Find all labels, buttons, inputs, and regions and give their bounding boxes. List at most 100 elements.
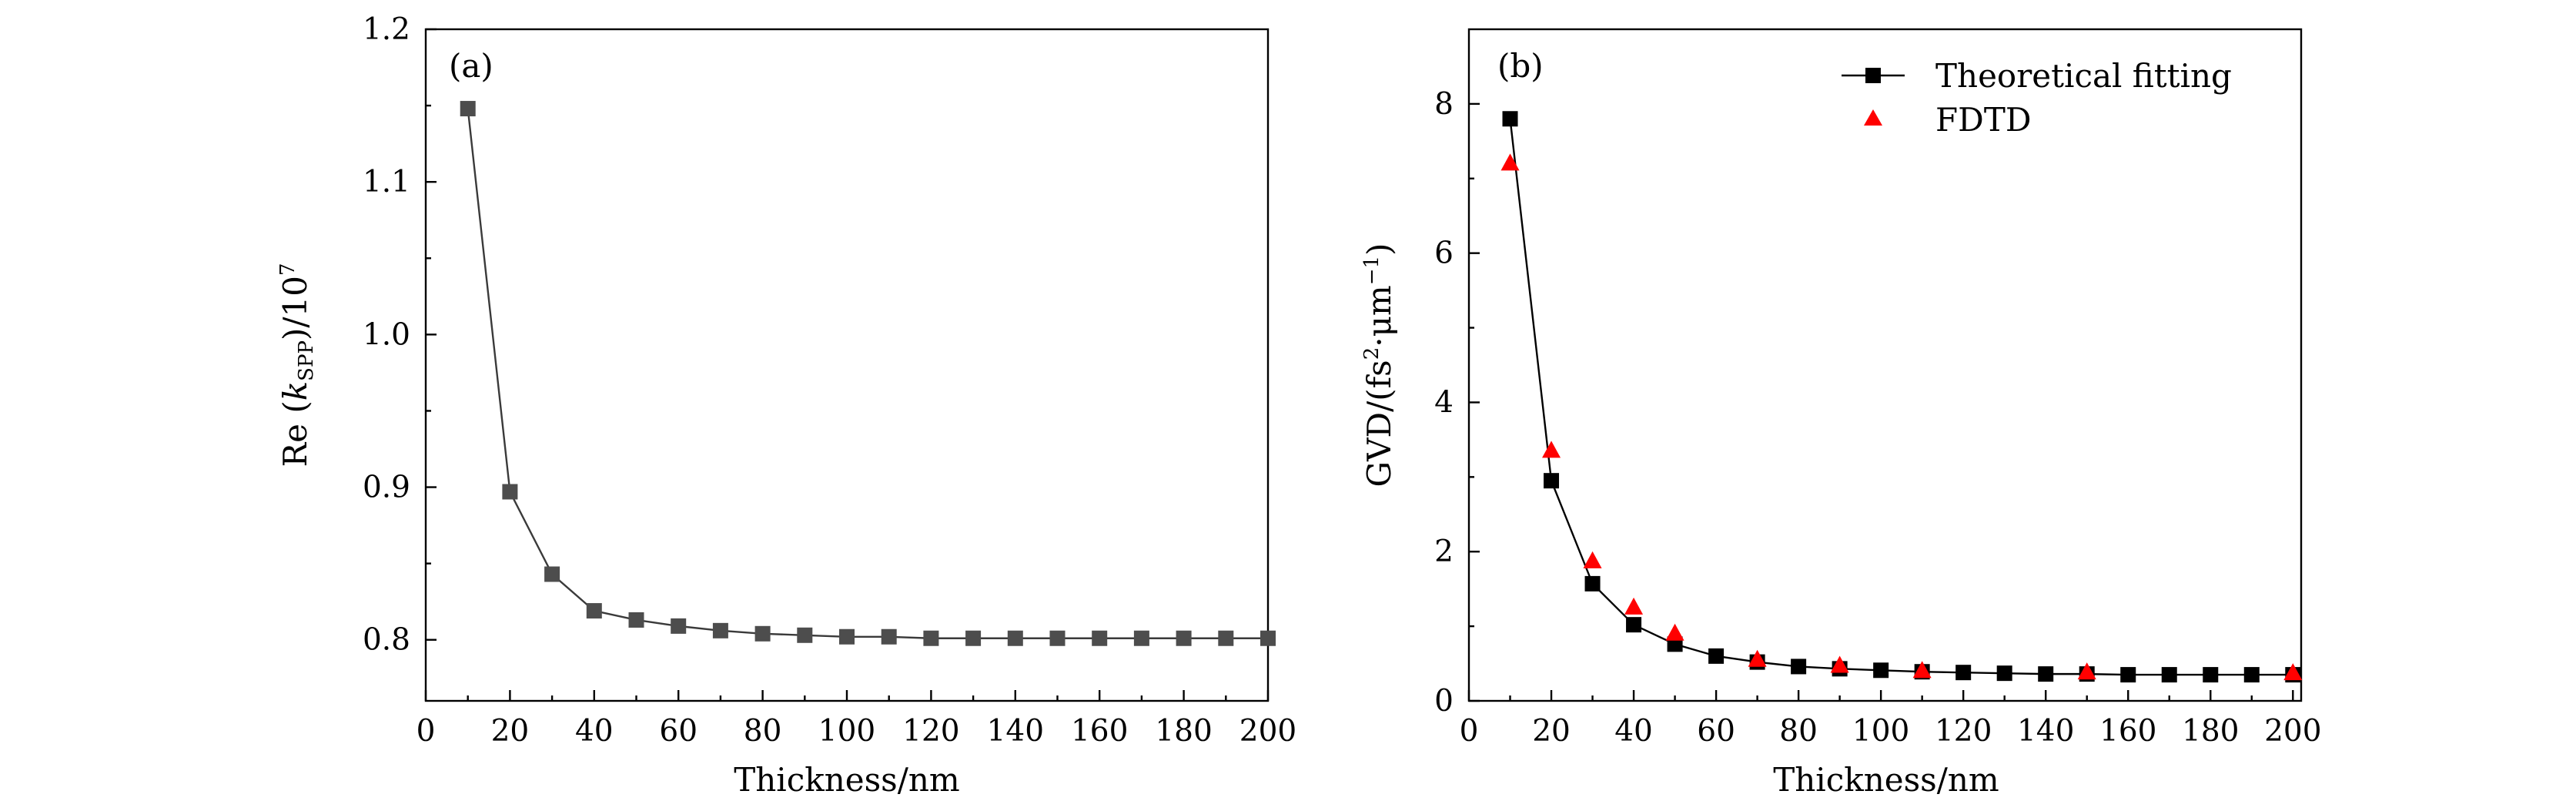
series-line-a-0 [467, 108, 1268, 639]
x-tick-label-b-7: 140 [2017, 714, 2074, 749]
y-tick-label-b-0: 0 [1434, 684, 1454, 719]
point-a-0-16 [1133, 630, 1149, 646]
point-a-0-7 [754, 625, 771, 642]
point-b-0-16 [2161, 667, 2177, 683]
x-axis-b: 0 20 40 60 80 100 120 140 160 180 200 [1460, 690, 2322, 749]
point-a-0-13 [1007, 630, 1023, 646]
plot-frame-a [424, 28, 1270, 702]
point-b-1-3 [1624, 597, 1644, 615]
legend-marker-theoretical [1865, 68, 1881, 83]
y-tick-label-b-4: 8 [1434, 87, 1454, 122]
panel-label-a: (a) [449, 47, 493, 85]
legend-label-theoretical: Theoretical fitting [1935, 57, 2232, 95]
point-a-0-5 [671, 618, 687, 634]
point-b-0-18 [2243, 667, 2260, 683]
y-tick-label-a-0: 0.8 [363, 623, 410, 658]
y-axis-b: 0 2 4 6 8 [1434, 87, 1480, 719]
x-tick-label-a-9: 180 [1155, 714, 1212, 749]
point-a-0-18 [1218, 630, 1234, 646]
point-b-1-1 [1542, 441, 1561, 458]
x-tick-label-b-9: 180 [2182, 714, 2239, 749]
x-tick-label-b-8: 160 [2099, 714, 2156, 749]
point-b-0-13 [2038, 666, 2054, 682]
y-tick-label-a-1: 0.9 [363, 471, 410, 505]
x-axis-a: 0 20 40 60 80 100 120 140 160 180 200 [417, 690, 1296, 749]
y-tick-label-a-3: 1.1 [363, 165, 410, 199]
point-b-0-0 [1502, 111, 1518, 127]
point-a-0-12 [965, 630, 982, 646]
chart-panel-a: (a) 0 20 40 60 80 100 120 140 160 180 200 0.8 0.9 1.… [276, 12, 1296, 799]
point-b-1-6 [1830, 655, 1849, 673]
legend: Theoretical fitting FDTD [1842, 57, 2232, 139]
x-axis-title-a: Thickness/nm [734, 761, 960, 799]
x-tick-label-a-5: 100 [818, 714, 875, 749]
y-axis-title-b: GVD/(fs2·μm−1) [1360, 243, 1398, 488]
legend-label-fdtd: FDTD [1935, 101, 2032, 139]
point-b-1-7 [1912, 661, 1932, 679]
point-a-0-17 [1176, 630, 1192, 646]
series-a [460, 101, 1276, 646]
x-tick-label-b-3: 60 [1697, 714, 1735, 749]
point-b-1-5 [1748, 649, 1767, 667]
point-a-0-0 [460, 101, 476, 117]
y-tick-label-a-4: 1.2 [363, 12, 410, 47]
point-b-0-5 [1708, 648, 1725, 664]
x-tick-label-a-0: 0 [417, 714, 436, 749]
x-tick-label-b-0: 0 [1460, 714, 1479, 749]
point-b-0-17 [2203, 667, 2219, 683]
y-tick-label-b-1: 2 [1434, 535, 1454, 569]
point-a-0-11 [923, 630, 939, 646]
x-axis-title-b: Thickness/nm [1773, 761, 1999, 799]
point-b-1-0 [1500, 153, 1520, 171]
x-tick-label-a-2: 40 [575, 714, 614, 749]
series-b [1500, 111, 2303, 683]
x-tick-label-a-3: 60 [659, 714, 698, 749]
point-b-0-1 [1544, 473, 1560, 489]
chart-panel-b: (b) 0 20 40 60 80 100 120 140 160 180 200 0 2 4 6 8 Th… [1360, 28, 2322, 799]
legend-marker-fdtd [1864, 109, 1882, 126]
y-tick-label-b-2: 4 [1434, 385, 1454, 420]
x-tick-label-a-8: 160 [1071, 714, 1128, 749]
point-b-0-7 [1791, 659, 1807, 675]
x-tick-label-b-6: 120 [1935, 714, 1992, 749]
x-tick-label-a-1: 20 [491, 714, 530, 749]
x-tick-label-a-6: 120 [902, 714, 959, 749]
x-tick-label-b-1: 20 [1532, 714, 1571, 749]
point-b-1-8 [2077, 662, 2096, 680]
point-a-0-4 [628, 612, 644, 628]
point-b-0-11 [1955, 665, 1972, 681]
point-b-0-2 [1584, 575, 1601, 591]
x-tick-label-a-7: 140 [987, 714, 1044, 749]
point-a-0-10 [881, 628, 897, 645]
point-a-0-19 [1260, 630, 1276, 646]
x-tick-label-a-4: 80 [744, 714, 782, 749]
point-a-0-15 [1092, 630, 1108, 646]
panel-label-b: (b) [1497, 47, 1544, 85]
point-b-1-4 [1665, 623, 1684, 641]
y-axis-a: 0.8 0.9 1.0 1.1 1.2 [363, 12, 437, 658]
point-b-0-12 [1996, 665, 2012, 682]
point-a-0-1 [502, 484, 518, 500]
series-line-b-0 [1509, 119, 2293, 676]
point-b-1-2 [1583, 551, 1602, 568]
x-tick-label-b-10: 200 [2264, 714, 2321, 749]
point-a-0-9 [839, 628, 855, 645]
y-tick-label-b-3: 6 [1434, 236, 1454, 271]
point-a-0-6 [712, 622, 728, 638]
point-b-1-9 [2283, 663, 2303, 681]
point-b-0-15 [2120, 667, 2136, 683]
point-a-0-14 [1049, 630, 1066, 646]
point-a-0-3 [586, 603, 602, 619]
x-tick-label-b-5: 100 [1852, 714, 1909, 749]
plot-frame-b [1467, 28, 2303, 702]
point-a-0-8 [797, 627, 813, 643]
point-b-0-3 [1626, 617, 1642, 633]
x-tick-label-a-10: 200 [1239, 714, 1296, 749]
point-a-0-2 [544, 566, 560, 582]
y-tick-label-a-2: 1.0 [363, 317, 410, 352]
x-tick-label-b-4: 80 [1779, 714, 1818, 749]
x-tick-label-b-2: 40 [1614, 714, 1653, 749]
y-axis-title-a: Re (kSPP)/107 [276, 263, 318, 467]
point-b-0-9 [1873, 662, 1889, 679]
